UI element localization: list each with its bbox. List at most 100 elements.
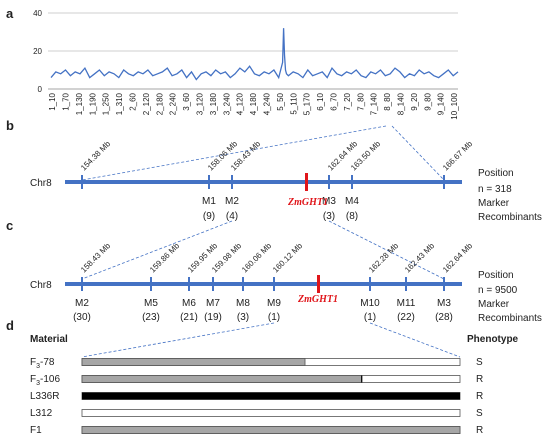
series-line: [50, 28, 459, 81]
marker-name: M10: [360, 298, 380, 309]
population-size: n = 318: [478, 184, 512, 195]
xtick-label: 3_60: [182, 92, 191, 110]
xtick-label: 5_110: [289, 92, 298, 114]
recombinant-count: (21): [180, 312, 198, 323]
xtick-label: 5_170: [303, 92, 312, 115]
marker-name: M9: [267, 298, 281, 309]
phenotype-value: R: [476, 374, 483, 385]
ytick-label: 40: [33, 9, 42, 18]
panel-label-c: c: [6, 218, 13, 233]
recombinant-count: (23): [142, 312, 160, 323]
position-label: Position: [478, 270, 514, 281]
position-label: 154.38 Mb: [79, 139, 112, 172]
phenotype-value: S: [476, 357, 483, 368]
recombinant-count: (4): [226, 211, 238, 222]
recombinant-count: (22): [397, 312, 415, 323]
phenotype-header: Phenotype: [467, 334, 519, 345]
recombinants-label: Recombinants: [478, 212, 542, 223]
xtick-label: 3_180: [209, 92, 218, 115]
panel-label-d: d: [6, 318, 14, 333]
genotype-segment: [82, 392, 460, 400]
recombinant-count: (3): [237, 312, 249, 323]
phenotype-value: R: [476, 425, 483, 436]
marker-name: M3: [437, 298, 451, 309]
genotype-segment: [81, 358, 306, 366]
xtick-label: 7_140: [370, 92, 379, 115]
phenotype-value: S: [476, 408, 483, 419]
recombinants-label: Recombinants: [478, 313, 542, 324]
position-label: 158.43 Mb: [79, 241, 112, 274]
xtick-label: 2_240: [169, 92, 178, 115]
position-label: 162.64 Mb: [441, 241, 474, 274]
xtick-label: 4_240: [263, 92, 272, 115]
position-label: Position: [478, 168, 514, 179]
material-label: F3-106: [30, 374, 60, 387]
marker-name: M4: [345, 196, 359, 207]
recombinant-count: (30): [73, 312, 91, 323]
position-label: 162.43 Mb: [403, 241, 436, 274]
marker-name: M7: [206, 298, 220, 309]
xtick-label: 8_80: [383, 92, 392, 110]
xtick-label: 10_100: [450, 92, 459, 119]
xtick-label: 1_250: [102, 92, 111, 115]
zoom-link: [81, 125, 387, 181]
material-header: Material: [30, 334, 68, 345]
xtick-label: 2_120: [142, 92, 151, 115]
xtick-label: 9_20: [410, 92, 419, 110]
position-label: 160.12 Mb: [271, 241, 304, 274]
xtick-label: 2_180: [155, 92, 164, 115]
xtick-label: 1_310: [115, 92, 124, 115]
xtick-label: 5_50: [276, 92, 285, 110]
position-label: 162.28 Mb: [367, 241, 400, 274]
recombinant-count: (8): [346, 211, 358, 222]
xtick-label: 1_10: [48, 92, 57, 110]
xtick-label: 9_140: [437, 92, 446, 115]
position-label: 166.67 Mb: [441, 139, 474, 172]
gene-label: ZmGHT1: [287, 197, 328, 208]
chromosome-label: Chr8: [30, 280, 52, 291]
genotype-bar: [81, 409, 461, 417]
ytick-label: 20: [33, 47, 42, 56]
xtick-label: 4_120: [236, 92, 245, 115]
x-tick-labels: 1_10 1_70 1_130 1_190 1_250 1_310 2_60 2_120 2_1…: [48, 92, 459, 119]
xtick-label: 3_240: [222, 92, 231, 115]
ytick-label: 0: [38, 85, 43, 94]
material-label: F1: [30, 425, 42, 436]
recombinant-count: (9): [203, 211, 215, 222]
phenotype-value: R: [476, 391, 483, 402]
chromosome-label: Chr8: [30, 178, 52, 189]
zoom-link: [81, 220, 233, 280]
xtick-label: 9_80: [423, 92, 432, 110]
marker-name: M2: [225, 196, 239, 207]
material-label: L312: [30, 408, 53, 419]
position-label: 160.06 Mb: [240, 241, 273, 274]
recombinant-count: (1): [364, 312, 376, 323]
zoom-link: [391, 125, 445, 181]
xtick-label: 2_60: [129, 92, 138, 110]
position-label: 159.86 Mb: [148, 241, 181, 274]
xtick-label: 1_130: [75, 92, 84, 115]
marker-name: M1: [202, 196, 216, 207]
marker-name: M11: [397, 298, 416, 309]
marker-name: M6: [182, 298, 196, 309]
line-chart: 40 20 0 1_10 1_70 1_130 1_190 1_250 1_310 2_60…: [33, 9, 459, 120]
gene-label: ZmGHT1: [297, 294, 338, 305]
xtick-label: 7_20: [343, 92, 352, 110]
marker-name: M8: [236, 298, 250, 309]
xtick-label: 3_120: [196, 92, 205, 115]
recombinant-count: (28): [435, 312, 453, 323]
zoom-link: [328, 220, 445, 280]
marker-label: Marker: [478, 299, 510, 310]
panel-label-a: a: [6, 6, 14, 21]
marker-name: M2: [75, 298, 89, 309]
gene-marker: [305, 173, 308, 191]
xtick-label: 8_140: [397, 92, 406, 115]
xtick-label: 6_70: [330, 92, 339, 110]
recombinant-count: (3): [323, 211, 335, 222]
marker-label: Marker: [478, 198, 510, 209]
recombinant-count: (19): [204, 312, 222, 323]
marker-name: M3: [322, 196, 336, 207]
xtick-label: 7_80: [356, 92, 365, 110]
material-label: F3-78: [30, 357, 55, 370]
